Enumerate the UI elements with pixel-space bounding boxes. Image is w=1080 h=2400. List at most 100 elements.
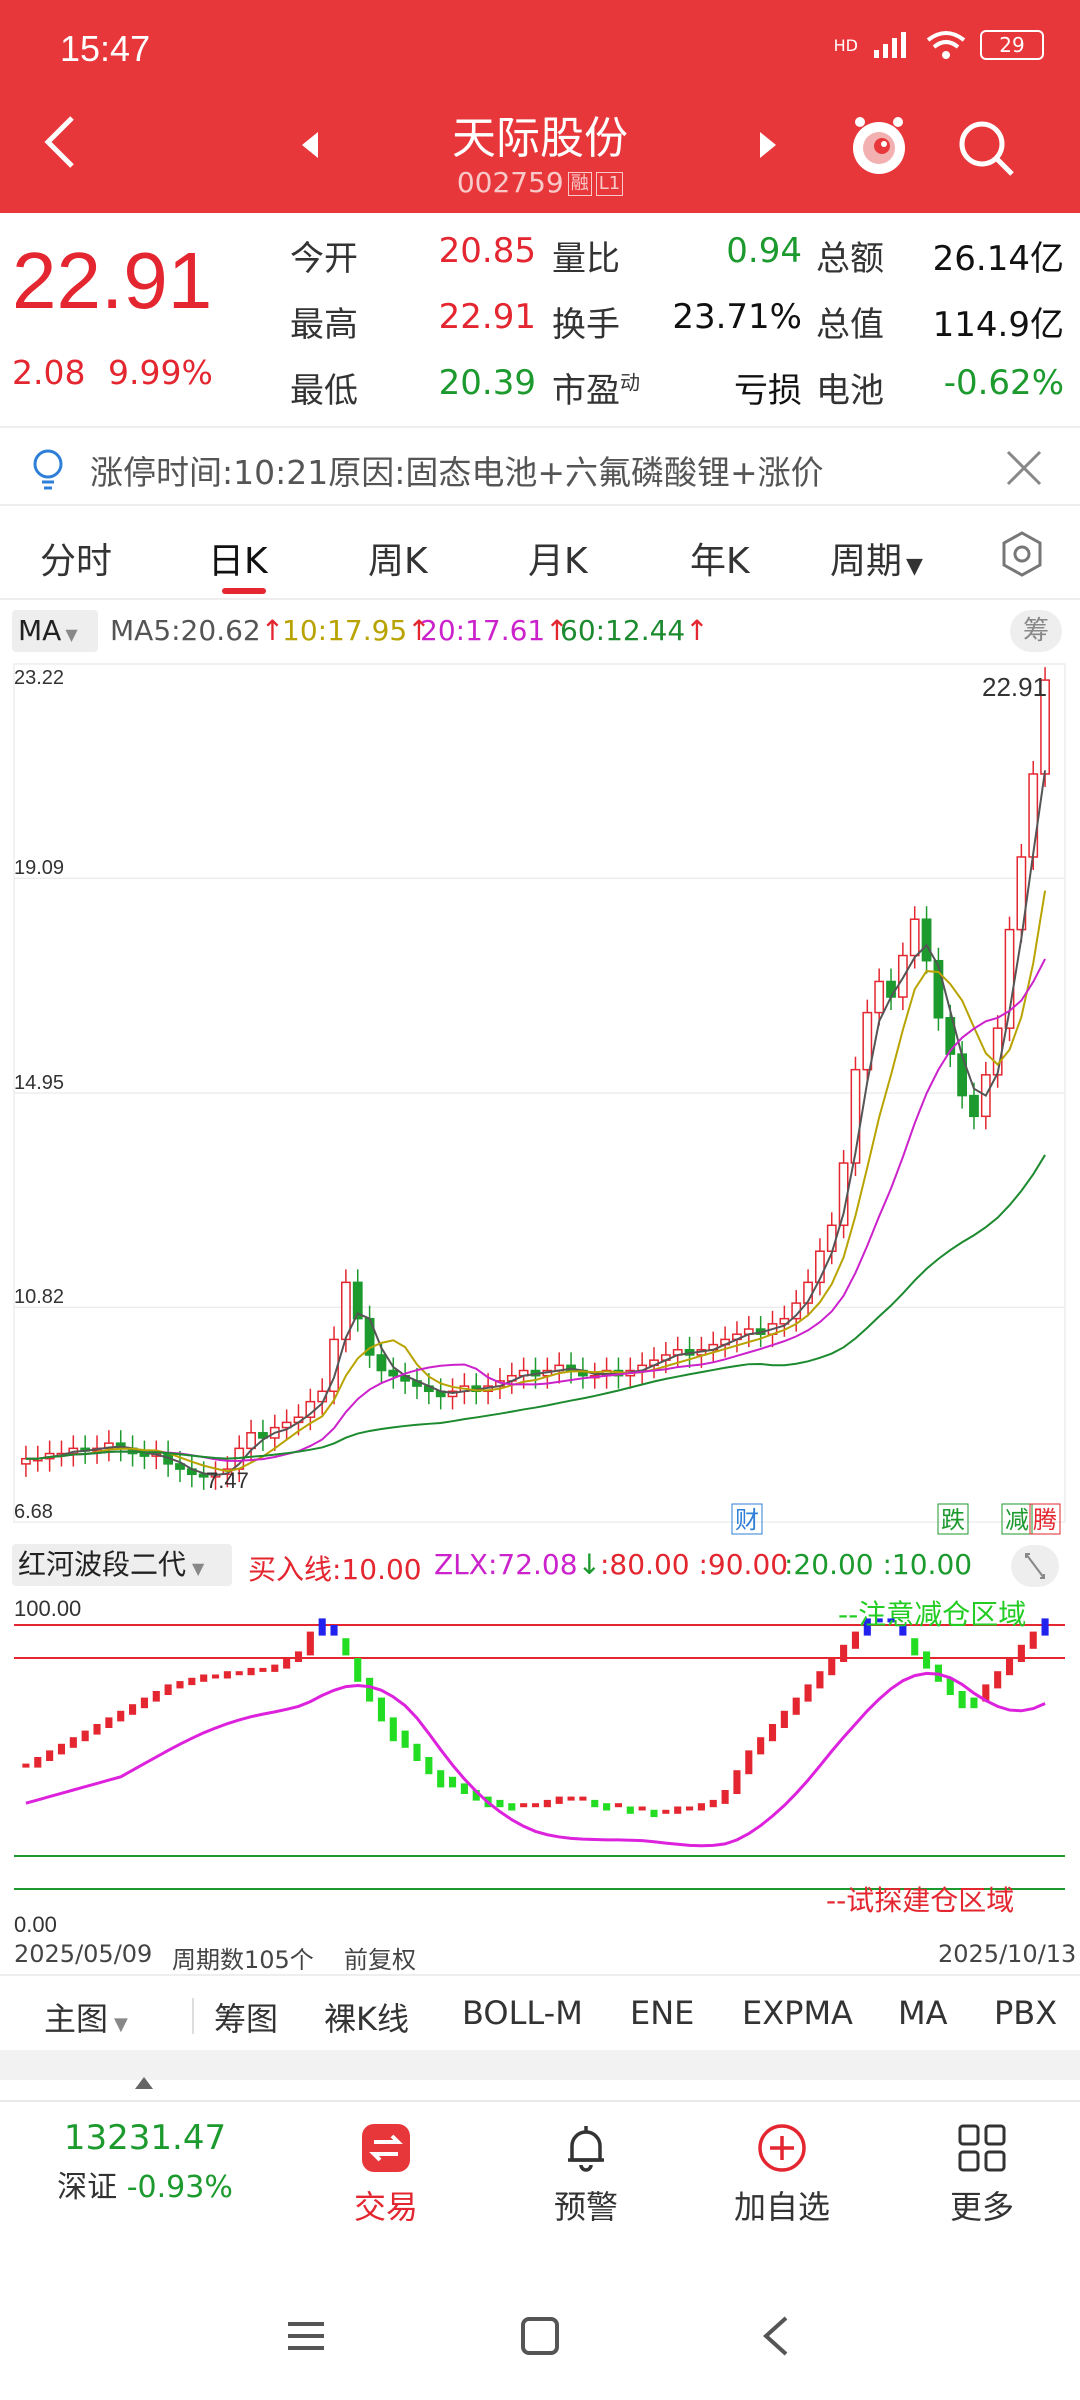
- oscillator-bar: [330, 1625, 338, 1636]
- candle-body: [850, 1068, 861, 1164]
- event-marker: 跌: [941, 1506, 965, 1534]
- nav-alert[interactable]: 预警: [516, 2122, 656, 2228]
- chip-button[interactable]: 筹: [1010, 610, 1062, 652]
- mascot-icon[interactable]: [848, 112, 910, 178]
- candle-body: [874, 980, 885, 1014]
- nav-trade[interactable]: 交易: [316, 2122, 456, 2228]
- pe-label: 市盈动: [552, 370, 640, 411]
- ma5-value: MA5:20.62↑: [110, 614, 285, 647]
- back-button[interactable]: [40, 112, 80, 172]
- oscillator-bar: [223, 1671, 231, 1679]
- line-levels-red: :80.00 :90.00: [600, 1548, 789, 1581]
- candle-body: [909, 918, 920, 957]
- ind-tab-main[interactable]: 主图 ▼: [44, 2000, 128, 2038]
- ind-tab-naked-k[interactable]: 裸K线: [324, 2000, 409, 2038]
- turnover-value: 23.71%: [672, 297, 802, 337]
- ind-tab-chip[interactable]: 筹图: [214, 2000, 279, 2038]
- search-icon[interactable]: [956, 118, 1016, 178]
- tab-daily[interactable]: 日K: [208, 541, 268, 582]
- tab-monthly[interactable]: 月K: [528, 541, 588, 582]
- level-tag: L1: [595, 172, 624, 196]
- menu-icon[interactable]: [286, 2316, 326, 2356]
- divider: [192, 1998, 194, 2034]
- stock-code: 002759: [456, 166, 564, 199]
- adjust-mode[interactable]: 前复权: [344, 1946, 416, 1974]
- indicator-legend: 红河波段二代 ▼ 买入线:10.00 ZLX:72.08↓ :80.00 :90.…: [0, 1540, 1080, 1592]
- ind-tab-expma[interactable]: EXPMA: [742, 1994, 853, 2032]
- caret-down-icon: ▼: [114, 2014, 128, 2035]
- ma-selector[interactable]: MA ▼: [12, 610, 98, 652]
- oscillator-bar: [117, 1710, 125, 1722]
- mktcap-label: 总值: [816, 305, 884, 345]
- prev-stock-arrow[interactable]: [300, 130, 320, 160]
- candle-body: [175, 1463, 185, 1470]
- candle-body: [921, 918, 932, 962]
- sector-link[interactable]: 电池: [816, 371, 884, 411]
- oscillator-bar: [911, 1638, 919, 1656]
- oscillator-bar: [531, 1803, 540, 1808]
- oscillator-bar: [899, 1625, 907, 1636]
- zone-top-label: --注意减仓区域: [838, 1598, 1026, 1631]
- event-marker-box: [731, 1503, 763, 1535]
- index-ticker[interactable]: 13231.47 深证 -0.93%: [40, 2118, 250, 2206]
- candle-body: [862, 1011, 873, 1071]
- ma10-line: [25, 890, 1047, 1473]
- oscillator-bar: [555, 1796, 563, 1804]
- close-icon[interactable]: [1004, 448, 1044, 488]
- ind-tab-ene[interactable]: ENE: [630, 1994, 695, 2032]
- event-marker-box: [1029, 1503, 1061, 1535]
- expand-icon[interactable]: [1010, 1544, 1060, 1588]
- tab-yearly[interactable]: 年K: [690, 541, 750, 582]
- candle-body: [933, 959, 944, 1019]
- oscillator-bar: [958, 1691, 966, 1709]
- oscillator-bar: [496, 1799, 504, 1808]
- nav-more[interactable]: 更多: [912, 2122, 1052, 2228]
- ma60-value: 60:12.44↑: [560, 614, 709, 647]
- oscillator-bar: [828, 1658, 836, 1676]
- indicator-tabs: 主图 ▼ 筹图 裸K线 BOLL-M ENE EXPMA MA PBX: [0, 1974, 1080, 2050]
- oscillator-bar: [780, 1710, 788, 1728]
- price-change: 2.08 9.99%: [12, 353, 213, 392]
- candle-body: [1004, 928, 1015, 1029]
- home-icon[interactable]: [520, 2316, 560, 2356]
- oscillator-bar: [579, 1796, 587, 1801]
- caret-down-icon: ▼: [65, 625, 78, 644]
- expand-up-icon[interactable]: [134, 2076, 154, 2090]
- candle-body: [826, 1224, 837, 1252]
- ind-tab-pbx[interactable]: PBX: [994, 1994, 1058, 2032]
- oscillator-bar: [46, 1750, 54, 1761]
- oscillator-bar: [93, 1724, 101, 1735]
- indicator-chart[interactable]: 100.00 0.00 --注意减仓区域 --试探建仓区域: [0, 1592, 1080, 1936]
- next-stock-arrow[interactable]: [758, 130, 778, 160]
- settings-hex-icon[interactable]: [998, 530, 1046, 578]
- nav-add-watchlist[interactable]: 加自选: [712, 2122, 852, 2228]
- tab-weekly[interactable]: 周K: [368, 541, 428, 582]
- back-nav-icon[interactable]: [756, 2316, 796, 2356]
- period-count: 周期数105个: [172, 1946, 314, 1974]
- ind-tab-boll[interactable]: BOLL-M: [462, 1994, 583, 2032]
- tab-period[interactable]: 周期 ▼: [830, 541, 923, 582]
- oscillator-bar: [697, 1803, 705, 1811]
- oscillator-bar: [982, 1684, 990, 1702]
- y-tick-label: 10.82: [14, 1286, 64, 1308]
- oscillator-bar: [342, 1638, 350, 1656]
- candle-body: [281, 1421, 292, 1429]
- oscillator-bar: [757, 1737, 765, 1755]
- oscillator-bar: [662, 1809, 670, 1814]
- y-tick-label: 6.68: [14, 1501, 53, 1523]
- amount-label: 总额: [816, 239, 884, 279]
- ind-tab-ma[interactable]: MA: [898, 1994, 948, 2032]
- mktcap-value: 114.9亿: [932, 305, 1064, 345]
- candlestick-chart[interactable]: 23.22 19.09 14.95 10.82 6.68 22.91 7.47 财 跌 减腾: [0, 656, 1080, 1540]
- indicator-selector[interactable]: 红河波段二代 ▼: [12, 1544, 232, 1586]
- candle-body: [957, 1053, 968, 1097]
- limit-up-alert[interactable]: 涨停时间:10:21原因:固态电池+六氟磷酸锂+涨价: [0, 430, 1080, 506]
- last-price: 22.91: [12, 236, 213, 325]
- tab-intraday[interactable]: 分时: [40, 541, 113, 582]
- oscillator-bar: [318, 1618, 326, 1636]
- network-label: HD: [833, 35, 858, 55]
- oscillator-bar: [105, 1717, 113, 1728]
- system-navigation-bar: [0, 2280, 1080, 2400]
- oscillator-bar: [851, 1631, 860, 1649]
- candle-body: [1016, 856, 1027, 931]
